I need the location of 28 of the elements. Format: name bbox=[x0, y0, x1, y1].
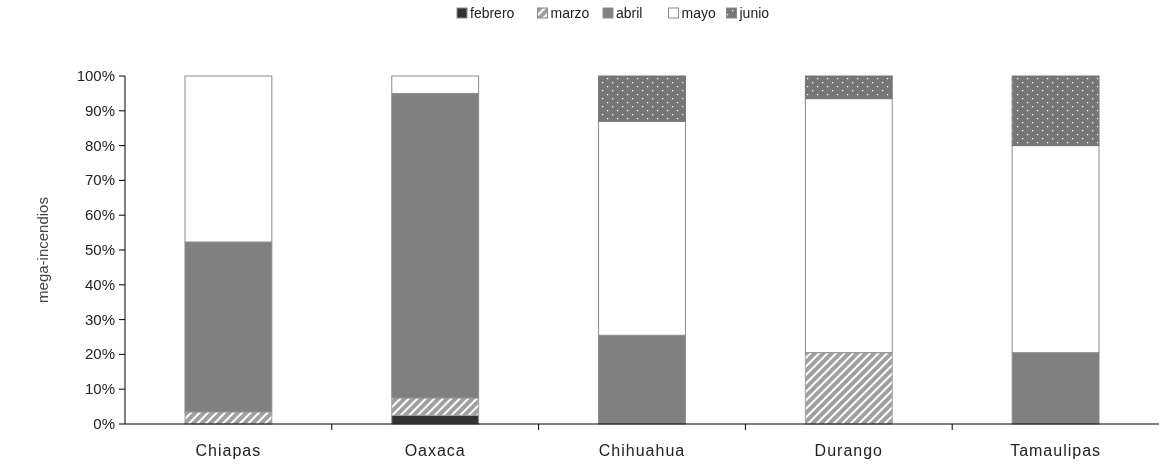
x-tick-label: Durango bbox=[814, 442, 883, 459]
x-tick-label: Oaxaca bbox=[404, 442, 466, 459]
x-tick-label: Chihuahua bbox=[598, 442, 686, 459]
x-tick-label: Chiapas bbox=[195, 442, 262, 459]
y-tick-label: 60% bbox=[84, 206, 115, 224]
legend-label: junio bbox=[738, 5, 770, 21]
y-axis-title: mega-incendios bbox=[34, 197, 51, 303]
y-tick-label: 30% bbox=[84, 310, 115, 328]
y-tick-label: 0% bbox=[93, 415, 115, 432]
y-tick-label: 10% bbox=[84, 380, 115, 398]
y-tick-label: 90% bbox=[84, 101, 115, 119]
bar bbox=[1011, 75, 1100, 147]
y-tick-label: 100% bbox=[76, 67, 115, 84]
y-tick-label: 40% bbox=[84, 275, 115, 293]
y-tick-label: 70% bbox=[84, 171, 115, 189]
x-tick-label: Tamaulipas bbox=[1010, 442, 1102, 459]
bar bbox=[804, 352, 893, 425]
bar bbox=[391, 397, 480, 416]
legend-label: febrero bbox=[470, 5, 515, 21]
legend-label: marzo bbox=[550, 5, 590, 21]
bar bbox=[804, 75, 893, 100]
y-tick-label: 80% bbox=[84, 136, 115, 154]
legend-label: abril bbox=[616, 5, 643, 21]
legend-label: mayo bbox=[681, 5, 716, 21]
y-tick-label: 20% bbox=[84, 345, 115, 363]
bar bbox=[598, 75, 686, 122]
y-tick-label: 50% bbox=[84, 241, 115, 258]
bar bbox=[804, 98, 893, 354]
